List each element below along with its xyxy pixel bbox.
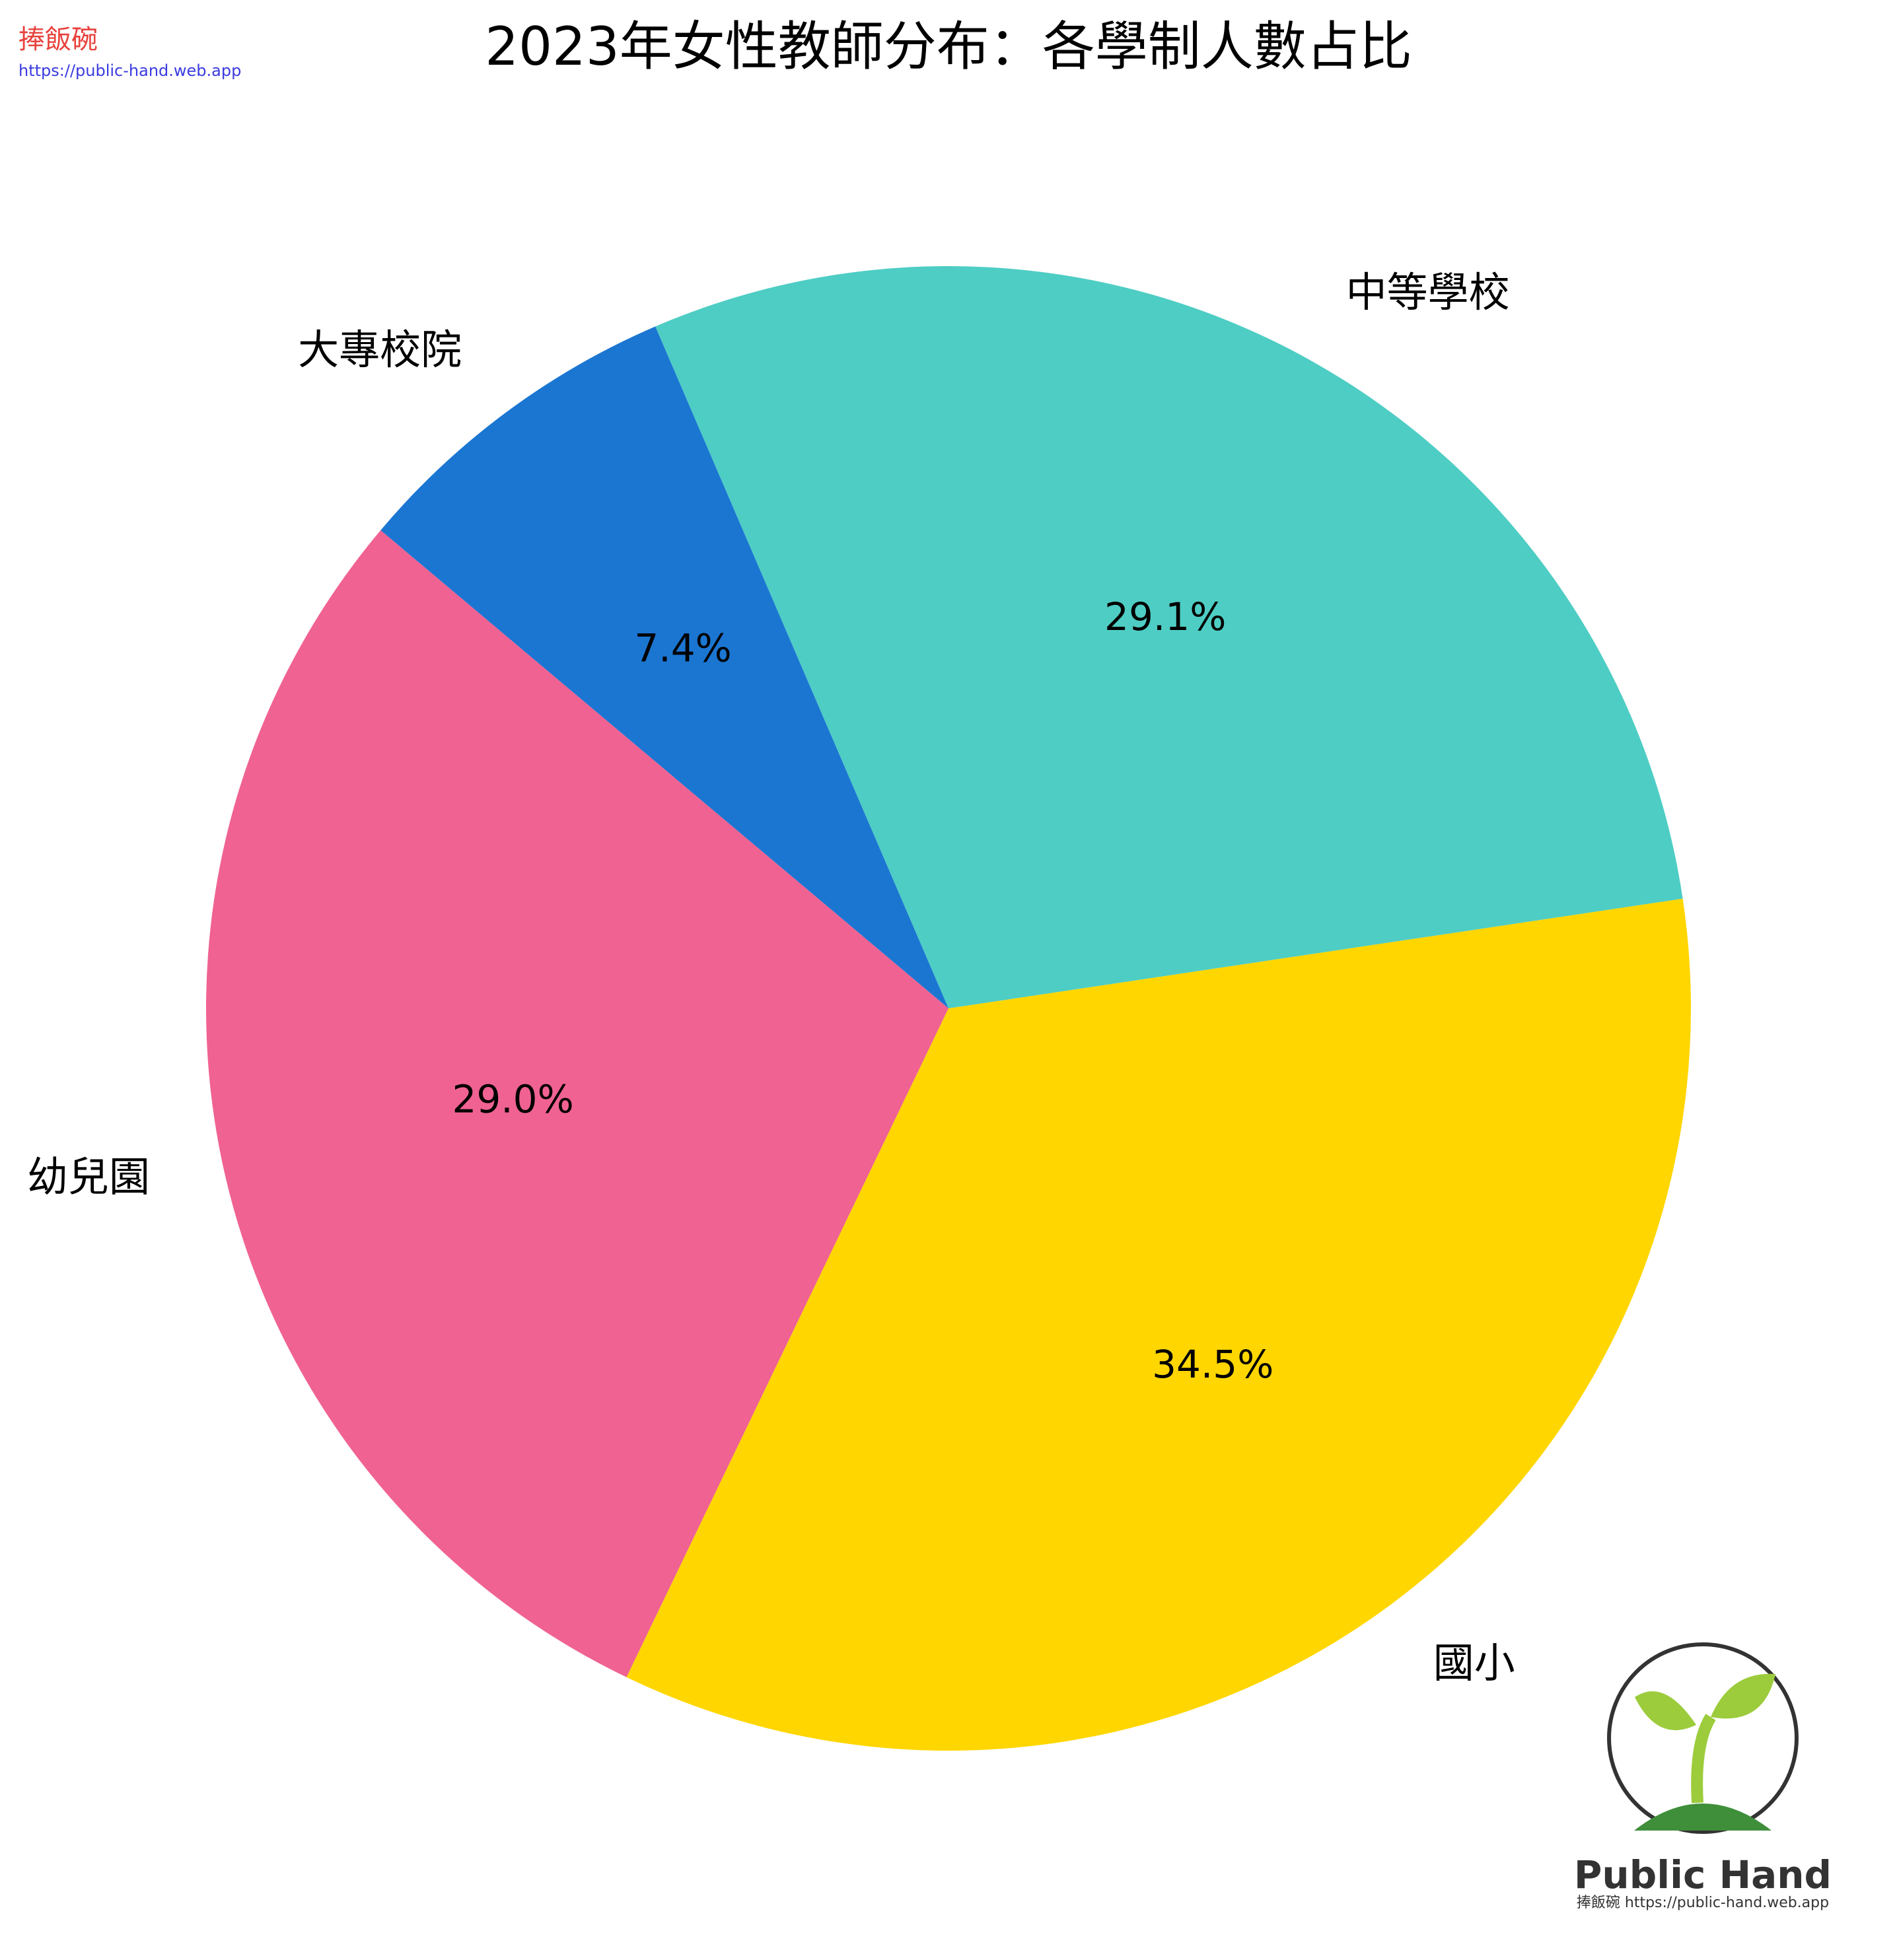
value-label: 29.0% bbox=[452, 1076, 573, 1121]
logo-ground bbox=[1634, 1803, 1772, 1831]
logo: Public Hand 捧飯碗 https://public-hand.web.… bbox=[1574, 1642, 1832, 1911]
slice-label: 國小 bbox=[1433, 1638, 1515, 1687]
logo-stem bbox=[1691, 1714, 1716, 1803]
pie-slice bbox=[380, 326, 948, 1008]
slice-label: 大專校院 bbox=[298, 326, 462, 374]
pie-slice bbox=[626, 898, 1692, 1751]
pie-slice bbox=[206, 530, 949, 1677]
pie-slice bbox=[655, 266, 1683, 1008]
pie: 中等學校 29.1% 大專校院 7.4% 幼兒園 29.0% 國小 34.5% bbox=[27, 266, 1692, 1751]
watermark-name: 捧飯碗 bbox=[18, 24, 98, 55]
value-label: 29.1% bbox=[1104, 594, 1226, 639]
chart-title: 2023年女性教師分布：各學制人數占比 bbox=[485, 16, 1412, 77]
logo-leaf bbox=[1711, 1673, 1775, 1719]
logo-subtitle: 捧飯碗 https://public-hand.web.app bbox=[1577, 1895, 1829, 1911]
slice-label: 幼兒園 bbox=[27, 1152, 150, 1201]
logo-leaf bbox=[1635, 1691, 1696, 1730]
slice-label: 中等學校 bbox=[1346, 268, 1510, 316]
value-label: 7.4% bbox=[634, 626, 731, 671]
value-label: 34.5% bbox=[1152, 1342, 1273, 1387]
logo-title: Public Hand bbox=[1574, 1852, 1832, 1897]
watermark-url: https://public-hand.web.app bbox=[18, 61, 241, 80]
